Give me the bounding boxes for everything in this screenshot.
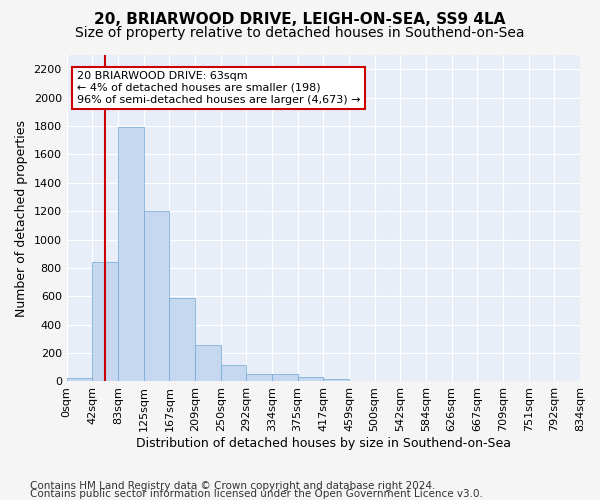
Bar xyxy=(92,262,118,382)
X-axis label: Distribution of detached houses by size in Southend-on-Sea: Distribution of detached houses by size … xyxy=(136,437,511,450)
Text: 20, BRIARWOOD DRIVE, LEIGH-ON-SEA, SS9 4LA: 20, BRIARWOOD DRIVE, LEIGH-ON-SEA, SS9 4… xyxy=(94,12,506,28)
Bar xyxy=(143,211,169,382)
Bar xyxy=(221,365,247,382)
Y-axis label: Number of detached properties: Number of detached properties xyxy=(15,120,28,316)
Text: 20 BRIARWOOD DRIVE: 63sqm
← 4% of detached houses are smaller (198)
96% of semi-: 20 BRIARWOOD DRIVE: 63sqm ← 4% of detach… xyxy=(77,72,361,104)
Bar xyxy=(169,298,195,382)
Bar xyxy=(247,374,272,382)
Text: Contains HM Land Registry data © Crown copyright and database right 2024.: Contains HM Land Registry data © Crown c… xyxy=(30,481,436,491)
Bar xyxy=(118,128,143,382)
Bar xyxy=(272,374,298,382)
Bar xyxy=(298,377,323,382)
Bar xyxy=(67,378,92,382)
Bar xyxy=(323,380,349,382)
Text: Contains public sector information licensed under the Open Government Licence v3: Contains public sector information licen… xyxy=(30,489,483,499)
Bar xyxy=(195,344,221,382)
Text: Size of property relative to detached houses in Southend-on-Sea: Size of property relative to detached ho… xyxy=(75,26,525,40)
